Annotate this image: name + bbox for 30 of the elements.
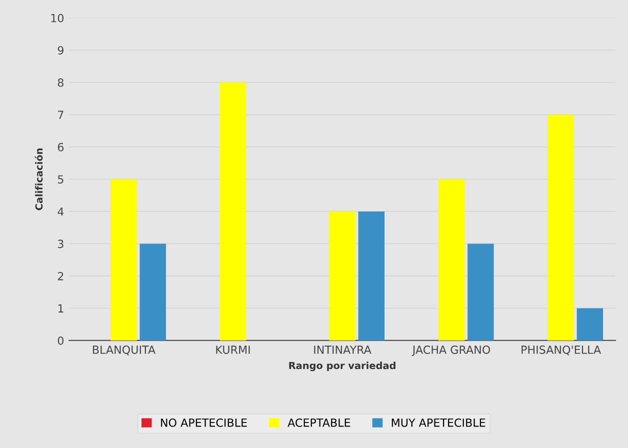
x-tick-label: BLANQUITA — [92, 346, 156, 356]
legend-label: MUY APETECIBLE — [392, 418, 486, 427]
y-tick-label: 3 — [58, 240, 64, 248]
x-tick-label: PHISANQ'ELLA — [522, 346, 601, 356]
bar — [548, 114, 574, 340]
y-tick-label: 7 — [58, 110, 64, 119]
y-tick-label: 5 — [58, 175, 64, 184]
y-axis-title: Calificación — [34, 148, 43, 210]
y-tick-label: 8 — [58, 78, 64, 87]
bar — [220, 82, 246, 340]
bar — [438, 179, 465, 340]
y-tick-label: 4 — [58, 208, 64, 216]
bar — [110, 179, 137, 340]
bar — [329, 211, 356, 340]
x-tick-label: INTINAYRA — [314, 346, 372, 354]
bar — [358, 211, 385, 340]
y-tick-label: 0 — [58, 336, 64, 345]
y-tick-label: 1 — [58, 304, 64, 312]
bar — [576, 308, 604, 340]
y-tick-label: 6 — [58, 142, 64, 152]
x-axis-title: Rango por variedad — [289, 362, 396, 372]
x-tick-label: KURMI — [216, 346, 250, 354]
bar — [140, 244, 166, 340]
legend-label: ACEPTABLE — [288, 418, 350, 427]
legend-label: NO APETECIBLE — [161, 418, 247, 427]
y-tick-label: 9 — [58, 46, 64, 55]
x-tick-label: JACHA GRANO — [412, 346, 490, 356]
y-tick-label: 10 — [51, 14, 64, 22]
y-tick-label: 2 — [58, 272, 64, 280]
bar — [468, 244, 494, 340]
